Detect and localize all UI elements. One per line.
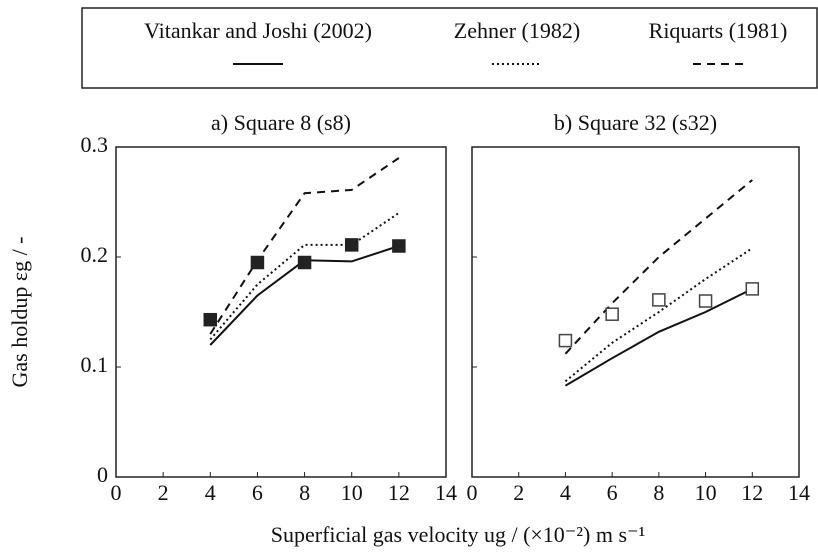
x-tick-label: 6 xyxy=(607,480,618,505)
data-marker xyxy=(250,255,265,270)
data-marker xyxy=(605,307,619,321)
series-line xyxy=(209,157,400,335)
legend-label: Riquarts (1981) xyxy=(649,18,788,43)
x-tick-label: 8 xyxy=(299,480,310,505)
x-tick-label: 12 xyxy=(388,480,410,505)
x-tick-label: 2 xyxy=(513,480,524,505)
x-tick-label: 14 xyxy=(788,480,810,505)
panel-title: b) Square 32 (s32) xyxy=(554,110,717,135)
data-marker xyxy=(203,312,218,327)
legend-box xyxy=(81,7,818,89)
x-tick-label: 8 xyxy=(653,480,664,505)
x-tick-label: 2 xyxy=(158,480,169,505)
x-tick-label: 0 xyxy=(467,480,478,505)
x-tick-label: 10 xyxy=(695,480,717,505)
series-line xyxy=(564,288,753,387)
y-tick-label: 0.3 xyxy=(81,132,109,157)
data-marker xyxy=(698,294,713,308)
x-tick-label: 6 xyxy=(252,480,263,505)
legend-label: Vitankar and Joshi (2002) xyxy=(144,18,372,43)
x-tick-label: 10 xyxy=(341,480,363,505)
x-tick-label: 14 xyxy=(435,480,457,505)
data-marker xyxy=(392,239,406,253)
data-marker xyxy=(558,333,573,348)
x-tick-label: 0 xyxy=(111,480,122,505)
panel-title: a) Square 8 (s8) xyxy=(211,110,351,135)
plot-frame xyxy=(471,146,800,478)
x-axis-label: Superficial gas velocity ug / (×10⁻²) m … xyxy=(271,522,645,547)
series-line xyxy=(209,212,400,341)
data-marker xyxy=(745,282,760,296)
plot-frame xyxy=(115,146,447,478)
x-tick-label: 4 xyxy=(205,480,216,505)
legend-label: Zehner (1982) xyxy=(454,18,580,43)
data-marker xyxy=(652,293,666,307)
y-axis-label: Gas holdup εg / - xyxy=(7,236,32,387)
series-line xyxy=(564,179,753,355)
y-tick-label: 0.1 xyxy=(81,352,109,377)
y-tick-label: 0.2 xyxy=(81,242,109,267)
y-tick-label: 0 xyxy=(97,462,108,487)
data-marker xyxy=(344,238,359,252)
data-marker xyxy=(297,255,312,270)
x-tick-label: 4 xyxy=(560,480,571,505)
x-tick-label: 12 xyxy=(741,480,763,505)
series-line xyxy=(564,247,753,383)
